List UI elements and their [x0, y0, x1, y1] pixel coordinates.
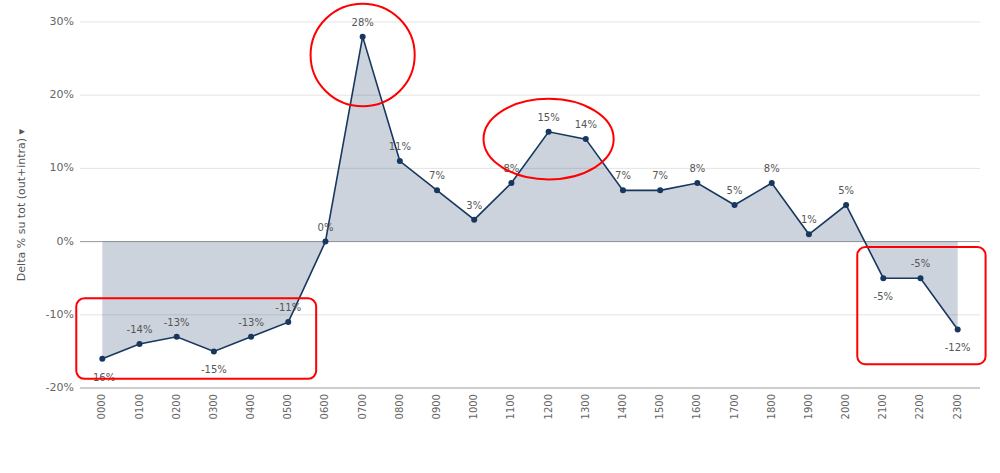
marker: [694, 180, 700, 186]
marker: [397, 158, 403, 164]
marker: [583, 136, 589, 142]
x-tick-label: 0500: [282, 394, 293, 419]
x-tick-label: 1000: [468, 394, 479, 419]
data-label: -11%: [275, 302, 301, 313]
x-tick-label: 0700: [357, 394, 368, 419]
x-tick-label: 0200: [171, 394, 182, 419]
data-label: 8%: [689, 163, 705, 174]
data-label: 5%: [727, 185, 743, 196]
x-tick-label: 0000: [96, 394, 107, 419]
data-label: 7%: [652, 170, 668, 181]
marker: [508, 180, 514, 186]
x-tick-label: 0900: [431, 394, 442, 419]
marker: [880, 275, 886, 281]
y-tick-label: 30%: [50, 15, 74, 28]
y-tick-label: 0%: [57, 235, 74, 248]
grid-line: [80, 95, 980, 96]
marker: [137, 341, 143, 347]
x-tick-label: 0400: [245, 394, 256, 419]
grid-line: [80, 22, 980, 23]
marker: [211, 348, 217, 354]
x-tick-label: 0800: [394, 394, 405, 419]
y-tick-label: -10%: [46, 308, 74, 321]
data-label: -14%: [127, 324, 153, 335]
x-axis-line: [80, 388, 980, 389]
marker: [471, 217, 477, 223]
marker: [620, 187, 626, 193]
grid-line: [80, 388, 980, 389]
x-tick-label: 1700: [729, 394, 740, 419]
marker: [732, 202, 738, 208]
marker: [917, 275, 923, 281]
data-label: -13%: [238, 317, 264, 328]
marker: [322, 239, 328, 245]
x-tick-label: 2200: [914, 394, 925, 419]
marker: [546, 129, 552, 135]
marker: [955, 326, 961, 332]
y-axis-label: Delta % su tot (out+intra) ▾: [15, 128, 28, 281]
x-tick-label: 1200: [543, 394, 554, 419]
chart: -20% -10% 0% 10% 20% 30% 0000 0100 0200 0300 0400 0…: [0, 0, 1000, 473]
data-area: [99, 34, 960, 362]
grid: [80, 22, 980, 388]
data-label: -16%: [89, 372, 115, 383]
x-tick-label: 1400: [617, 394, 628, 419]
data-label: 15%: [537, 112, 559, 123]
data-label: 28%: [352, 17, 374, 28]
y-tick-label: 10%: [50, 161, 74, 174]
x-tick-label: 2100: [877, 394, 888, 419]
data-label: -5%: [874, 291, 893, 302]
data-label: 8%: [764, 163, 780, 174]
data-label: -15%: [201, 364, 227, 375]
data-label: 0%: [318, 222, 334, 233]
x-tick-label: 1100: [505, 394, 516, 419]
marker: [248, 334, 254, 340]
marker: [99, 356, 105, 362]
x-tick-label: 2300: [952, 394, 963, 419]
marker: [843, 202, 849, 208]
x-tick-label: 0100: [134, 394, 145, 419]
data-label: 3%: [466, 200, 482, 211]
marker: [657, 187, 663, 193]
x-tick-label: 2000: [840, 394, 851, 419]
y-tick-label: 20%: [50, 88, 74, 101]
data-label: -13%: [164, 317, 190, 328]
data-label: 1%: [801, 214, 817, 225]
marker: [285, 319, 291, 325]
data-label: 5%: [838, 185, 854, 196]
x-tick-label: 1500: [654, 394, 665, 419]
highlight-rect: [76, 298, 316, 379]
highlight-ellipse: [311, 4, 415, 106]
highlight-rect: [857, 247, 985, 364]
highlight-ellipse: [484, 99, 614, 180]
x-tick-label: 1800: [766, 394, 777, 419]
x-tick-label: 0300: [208, 394, 219, 419]
marker: [769, 180, 775, 186]
line: [102, 37, 957, 359]
area-fill: [102, 37, 957, 359]
x-tick-label: 0600: [319, 394, 330, 419]
y-tick-label: -20%: [46, 381, 74, 394]
marker: [360, 34, 366, 40]
x-tick-label: 1600: [691, 394, 702, 419]
data-label: -12%: [945, 342, 971, 353]
marker: [174, 334, 180, 340]
x-tick-label: 1900: [803, 394, 814, 419]
data-label: 7%: [615, 170, 631, 181]
x-tick-label: 1300: [580, 394, 591, 419]
marker: [806, 231, 812, 237]
marker: [434, 187, 440, 193]
data-label: 11%: [389, 141, 411, 152]
data-label: 7%: [429, 170, 445, 181]
data-label: -5%: [911, 258, 930, 269]
data-label: 14%: [575, 119, 597, 130]
